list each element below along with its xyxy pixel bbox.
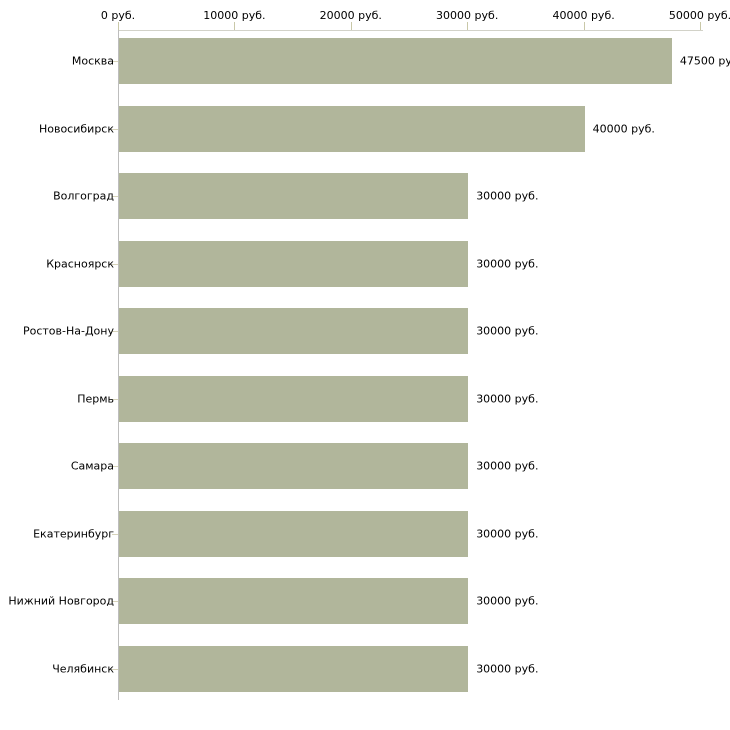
x-axis-tick-label: 30000 руб. — [436, 9, 499, 22]
x-axis-tick-label: 40000 руб. — [552, 9, 615, 22]
category-label: Ростов-На-Дону — [22, 324, 114, 338]
category-label: Челябинск — [52, 662, 114, 676]
y-axis-line — [118, 30, 119, 700]
bar — [119, 173, 469, 220]
y-axis-tick — [112, 264, 118, 265]
y-axis-tick — [112, 601, 118, 602]
value-label: 47500 руб. — [679, 54, 730, 68]
x-axis-tick — [467, 22, 469, 30]
value-label: 30000 руб. — [476, 189, 539, 203]
value-label: 30000 руб. — [476, 257, 539, 271]
x-axis-tick-label: 50000 руб. — [668, 9, 730, 22]
category-label: Волгоград — [53, 189, 114, 203]
value-label: 30000 руб. — [476, 594, 539, 608]
x-axis-tick — [700, 22, 701, 30]
x-axis-tick-label: 10000 руб. — [203, 9, 266, 22]
category-label: Екатеринбург — [33, 527, 114, 541]
y-axis-tick — [112, 331, 118, 332]
value-label: 30000 руб. — [476, 324, 539, 338]
category-label: Самара — [70, 459, 114, 473]
bar — [119, 645, 469, 692]
y-axis-tick — [112, 399, 118, 400]
category-label: Новосибирск — [38, 122, 114, 136]
x-axis-tick-label: 20000 руб. — [319, 9, 382, 22]
value-label: 30000 руб. — [476, 527, 539, 541]
category-label: Пермь — [77, 392, 114, 406]
x-axis-tick — [350, 22, 352, 30]
bar — [119, 38, 672, 84]
x-axis-tick — [118, 22, 119, 30]
y-axis-tick — [112, 61, 118, 62]
x-axis-tick — [583, 22, 585, 30]
value-label: 30000 руб. — [476, 392, 539, 406]
value-label: 30000 руб. — [476, 662, 539, 676]
y-axis-tick — [112, 129, 118, 130]
category-label: Нижний Новгород — [8, 594, 114, 608]
bar — [119, 443, 469, 490]
bar — [119, 510, 469, 557]
value-label: 30000 руб. — [476, 459, 539, 473]
bar — [119, 240, 469, 287]
category-label: Красноярск — [46, 257, 114, 271]
category-label: Москва — [71, 54, 114, 68]
value-label: 40000 руб. — [592, 122, 655, 136]
x-axis-line — [118, 30, 703, 31]
y-axis-tick — [112, 466, 118, 467]
bar — [119, 578, 469, 625]
y-axis-tick — [112, 196, 118, 197]
x-axis-tick — [234, 22, 236, 30]
bar — [119, 375, 469, 422]
y-axis-tick — [112, 534, 118, 535]
bar — [119, 308, 469, 355]
bar — [119, 105, 585, 152]
x-axis-tick-label: 0 руб. — [100, 9, 136, 22]
y-axis-tick — [112, 669, 118, 670]
